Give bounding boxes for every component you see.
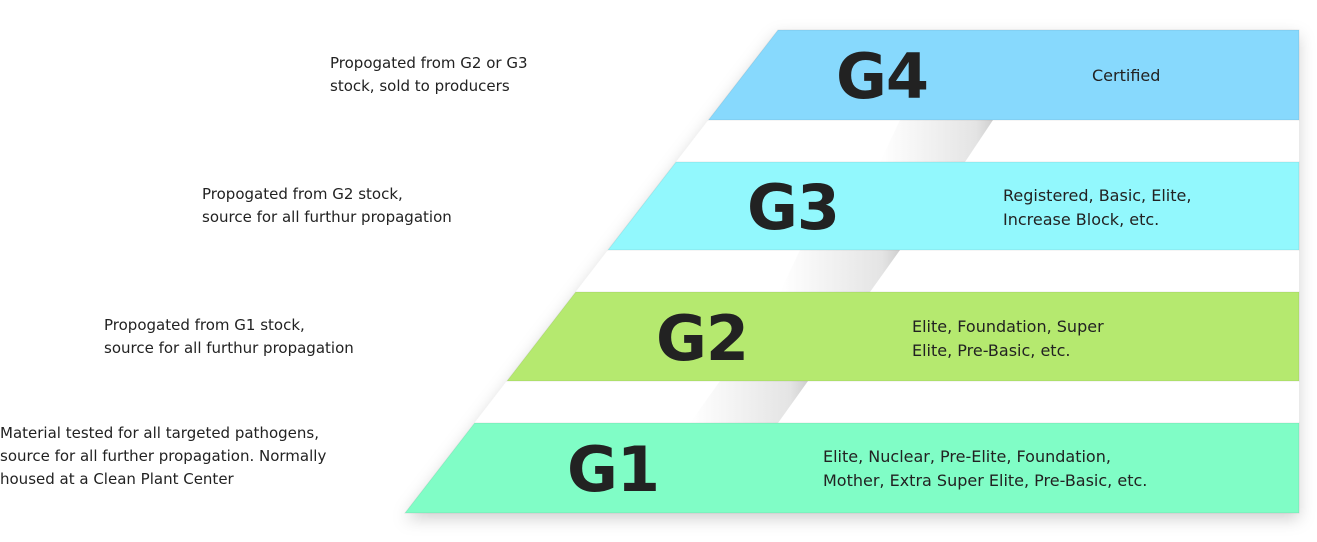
gap-shadow xyxy=(880,120,993,162)
tier-description-g2: Propogated from G1 stock, source for all… xyxy=(104,316,354,357)
tier-label-g1: G1 xyxy=(567,433,660,506)
tier-label-g2: G2 xyxy=(656,302,749,375)
tier-description-g4: Propogated from G2 or G3 stock, sold to … xyxy=(330,54,528,95)
tier-label-g3: G3 xyxy=(747,171,840,244)
tier-names-g1: Elite, Nuclear, Pre-Elite, Foundation, M… xyxy=(823,447,1148,490)
tier-names-g3: Registered, Basic, Elite, Increase Block… xyxy=(1003,186,1192,229)
tier-band-g3 xyxy=(606,161,1300,251)
tier-label-g4: G4 xyxy=(836,40,929,113)
tier-description-g1: Material tested for all targeted pathoge… xyxy=(0,424,327,488)
tier-band-g4 xyxy=(707,29,1300,121)
gap-shadow xyxy=(780,250,900,292)
tier-names-g2: Elite, Foundation, Super Elite, Pre-Basi… xyxy=(912,317,1104,360)
tier-description-g3: Propogated from G2 stock, source for all… xyxy=(202,185,452,226)
tier-band-g1 xyxy=(403,422,1300,514)
tier-names-g4: Certified xyxy=(1092,66,1161,85)
gap-shadow xyxy=(690,381,808,423)
tier-band-g2 xyxy=(505,291,1300,382)
